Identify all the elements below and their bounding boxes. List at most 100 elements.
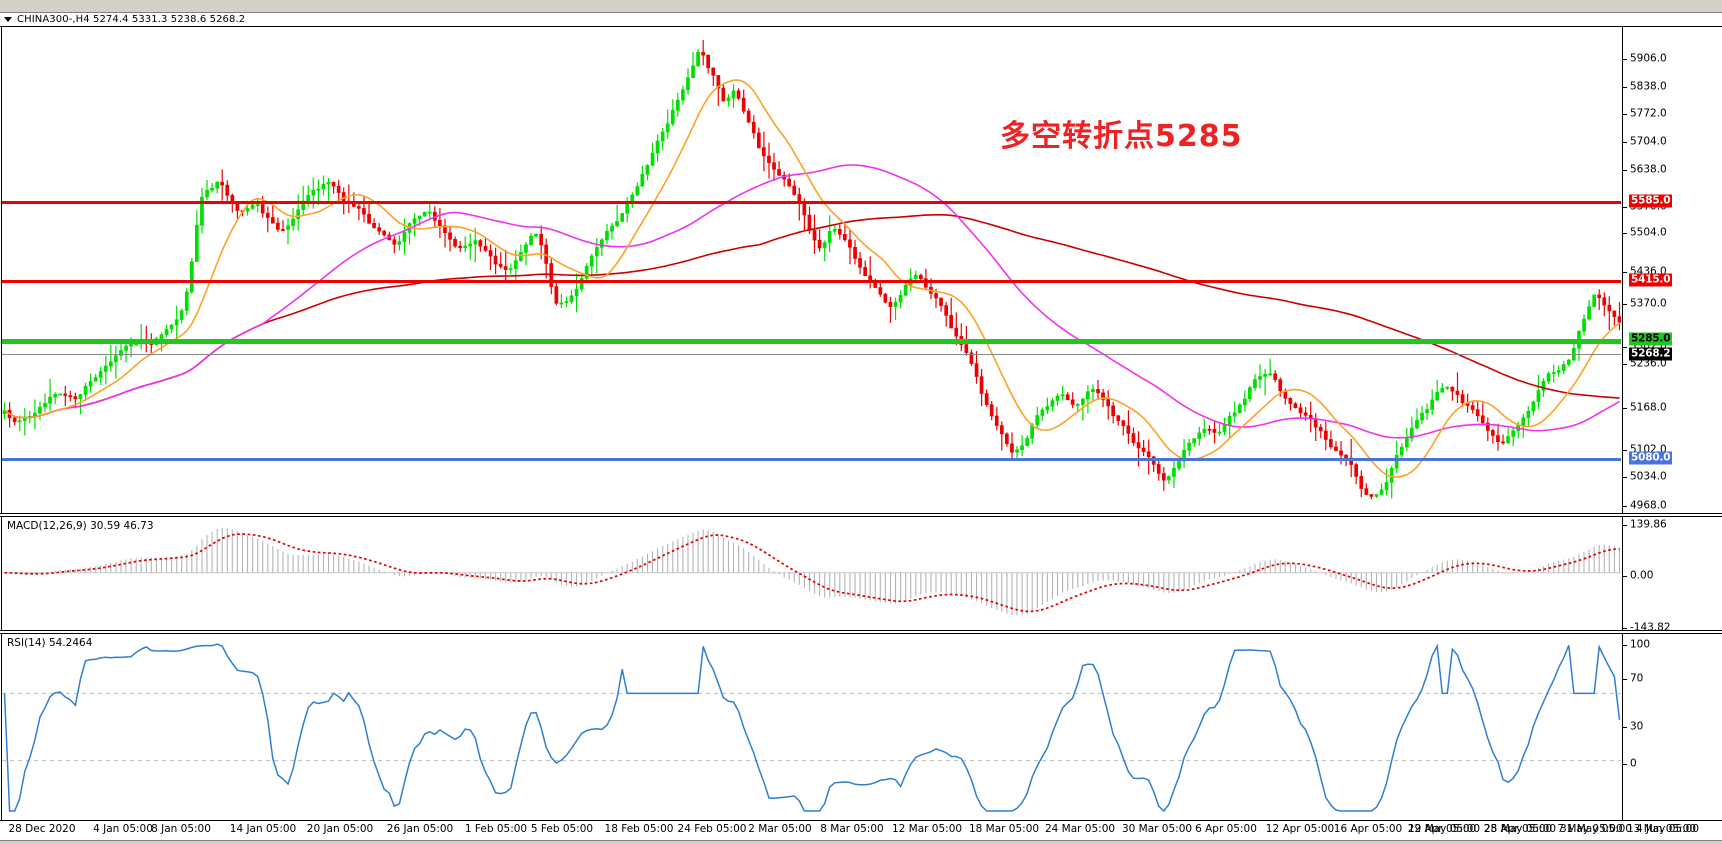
price-plot-area[interactable]: 多空转折点5285 — [1, 27, 1621, 513]
time-axis-label: 30 Mar 05:00 — [1121, 823, 1193, 835]
axis-tick — [1623, 408, 1627, 409]
axis-tick — [1623, 114, 1627, 115]
time-axis-label: 24 Mar 05:00 — [1044, 823, 1116, 835]
axis-tick — [1623, 477, 1627, 478]
axis-tick-label: 5302.0 — [1630, 340, 1667, 353]
price-level-line-5268-2[interactable] — [2, 354, 1621, 355]
rsi-pane[interactable]: RSI(14) 54.2464 100 70 30 0 — [0, 633, 1722, 821]
axis-tick — [1623, 679, 1627, 680]
price-pane[interactable]: 多空转折点5285 5906.0 5838.0 5772.0 5704.0 5638.0… — [0, 26, 1722, 514]
axis-tick-label: 5638.0 — [1630, 163, 1667, 176]
price-tag-5268-2[interactable]: 5268.2 — [1629, 347, 1673, 361]
time-axis-label: 4 Jan 05:00 — [93, 823, 153, 835]
axis-tick — [1623, 364, 1627, 365]
axis-tick-label: 5102.0 — [1630, 443, 1667, 456]
axis-tick-label: 0 — [1630, 757, 1637, 770]
time-axis-label: 16 Apr 05:00 — [1333, 823, 1403, 835]
axis-tick — [1623, 450, 1627, 451]
axis-tick-label: 5772.0 — [1630, 107, 1667, 120]
price-tag-5415-0[interactable]: 5415.0 — [1629, 273, 1673, 287]
time-axis-label: 28 Apr 05:00 — [1483, 823, 1553, 835]
axis-tick — [1623, 87, 1627, 88]
time-axis-label: 22 Apr 05:00 — [1407, 823, 1477, 835]
axis-tick — [1623, 304, 1627, 305]
macd-axis: 139.86 0.00 -143.82 — [1622, 517, 1722, 630]
axis-tick — [1623, 347, 1627, 348]
axis-tick-label: 5370.0 — [1630, 297, 1667, 310]
axis-tick — [1623, 576, 1627, 577]
time-axis-label: 24 Feb 05:00 — [677, 823, 747, 835]
axis-tick-label: 70 — [1630, 672, 1644, 685]
axis-tick — [1623, 506, 1627, 507]
axis-tick-label: 5236.0 — [1630, 357, 1667, 370]
axis-tick-label: 5034.0 — [1630, 470, 1667, 483]
rsi-title-label: RSI(14) 54.2464 — [7, 637, 93, 649]
time-axis-label: 18 Mar 05:00 — [968, 823, 1040, 835]
time-axis-label: 18 Feb 05:00 — [604, 823, 674, 835]
axis-tick-label: 5168.0 — [1630, 401, 1667, 414]
axis-tick-label: 5838.0 — [1630, 80, 1667, 93]
time-axis-label: 26 Jan 05:00 — [386, 823, 454, 835]
chart-annotation: 多空转折点5285 — [1000, 119, 1243, 154]
time-axis-label: 4 Jun 05:00 — [1635, 823, 1697, 835]
macd-plot-area[interactable]: MACD(12,26,9) 30.59 46.73 — [1, 517, 1621, 630]
time-axis-label: 8 Jan 05:00 — [151, 823, 211, 835]
axis-tick-label: 30 — [1630, 720, 1644, 733]
price-level-line-5585-0[interactable] — [2, 201, 1621, 204]
rsi-plot-area[interactable]: RSI(14) 54.2464 — [1, 634, 1621, 820]
axis-tick-label: 5504.0 — [1630, 226, 1667, 239]
time-axis-label: 12 Mar 05:00 — [891, 823, 963, 835]
axis-tick — [1623, 645, 1627, 646]
time-axis-label: 12 Apr 05:00 — [1265, 823, 1335, 835]
axis-tick — [1623, 272, 1627, 273]
time-axis-label: 7 May 05:00 — [1557, 823, 1623, 835]
window-title-strip — [0, 0, 1722, 13]
time-axis-label: 6 Apr 05:00 — [1195, 823, 1257, 835]
collapse-caret-icon[interactable] — [4, 17, 12, 22]
axis-tick — [1623, 525, 1627, 526]
time-axis-label: 20 Jan 05:00 — [306, 823, 374, 835]
price-level-line-5285-0[interactable] — [2, 339, 1621, 344]
time-axis-label: 13 May 05:00 — [1626, 823, 1700, 835]
axis-tick-label: 139.86 — [1630, 518, 1667, 531]
macd-pane[interactable]: MACD(12,26,9) 30.59 46.73 139.86 0.00 -143… — [0, 516, 1722, 631]
axis-tick — [1623, 628, 1627, 629]
axis-tick-label: 5436.0 — [1630, 265, 1667, 278]
price-tag-5285-0[interactable]: 5285.0 — [1629, 332, 1673, 346]
price-axis[interactable]: 5906.05838.05772.05704.05638.05570.05504… — [1622, 27, 1722, 513]
axis-tick — [1623, 207, 1627, 208]
axis-tick-label: 4968.0 — [1630, 499, 1667, 512]
price-level-line-5415-0[interactable] — [2, 280, 1621, 283]
rsi-axis: 100 70 30 0 — [1622, 634, 1722, 820]
time-axis-label: 14 Jan 05:00 — [229, 823, 297, 835]
price-tag-5080-0[interactable]: 5080.0 — [1629, 451, 1673, 465]
time-axis-label: 19 May 05:00 — [1407, 823, 1481, 835]
axis-tick-label: 5704.0 — [1630, 135, 1667, 148]
time-axis-label: 25 May 05:00 — [1483, 823, 1557, 835]
axis-tick — [1623, 233, 1627, 234]
time-axis-label: 2 Mar 05:00 — [748, 823, 812, 835]
price-candles-svg — [2, 39, 1621, 500]
axis-tick — [1623, 764, 1627, 765]
time-axis-label: 5 Feb 05:00 — [530, 823, 594, 835]
macd-title-label: MACD(12,26,9) 30.59 46.73 — [7, 520, 154, 532]
time-axis-label: 8 Mar 05:00 — [820, 823, 884, 835]
axis-tick-label: 0.00 — [1630, 569, 1654, 582]
axis-tick — [1623, 142, 1627, 143]
rsi-series-svg — [2, 643, 1621, 813]
window-bottom-strip — [0, 840, 1722, 844]
axis-tick — [1623, 59, 1627, 60]
axis-tick-label: 5906.0 — [1630, 52, 1667, 65]
symbol-info-bar: CHINA300-,H4 5274.4 5331.3 5238.6 5268.2 — [0, 13, 1722, 26]
axis-tick — [1623, 170, 1627, 171]
price-tag-5585-0[interactable]: 5585.0 — [1629, 194, 1673, 208]
price-level-line-5080-0[interactable] — [2, 458, 1621, 461]
time-axis[interactable]: 28 Dec 2020 4 Jan 05:00 8 Jan 05:00 14 Jan … — [0, 821, 1722, 844]
symbol-ohlc-label: CHINA300-,H4 5274.4 5331.3 5238.6 5268.2 — [17, 14, 246, 25]
time-axis-label: 28 Dec 2020 — [8, 823, 76, 835]
axis-tick-label: -143.82 — [1630, 621, 1671, 630]
axis-tick — [1623, 727, 1627, 728]
macd-series-svg — [2, 527, 1621, 616]
axis-tick-label: 100 — [1630, 638, 1651, 651]
